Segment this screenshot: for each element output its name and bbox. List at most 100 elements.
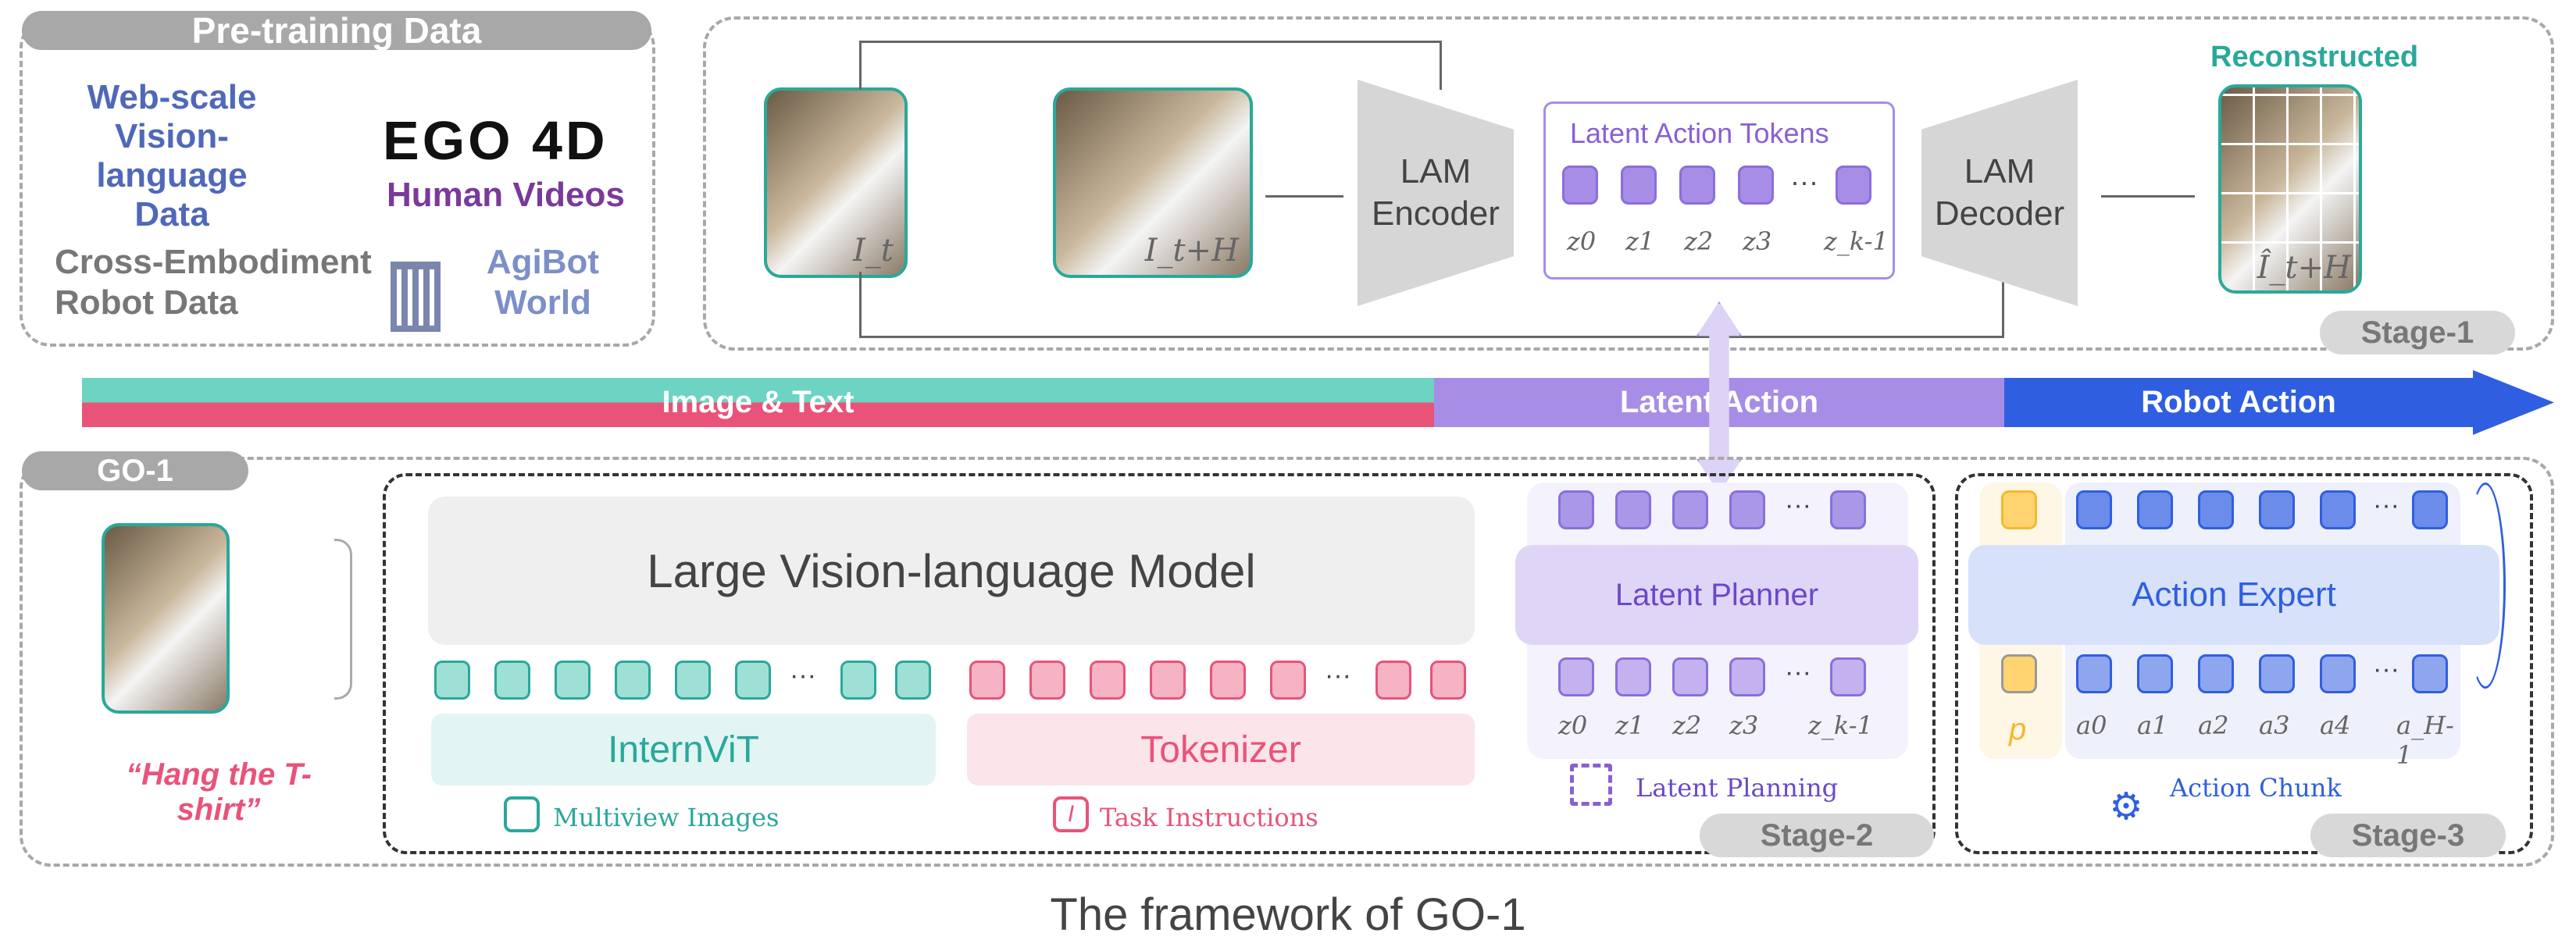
z-label: z1 bbox=[1625, 226, 1655, 256]
ellipsis: ··· bbox=[1325, 661, 1351, 690]
action-token bbox=[2076, 654, 2112, 693]
image-token bbox=[615, 661, 651, 700]
go1-box bbox=[20, 457, 2554, 867]
action-chunk-label: Action Chunk bbox=[2170, 773, 2342, 803]
ellipsis: ··· bbox=[790, 661, 816, 690]
a-label: a_H-1 bbox=[2396, 711, 2454, 770]
stage1-badge: Stage-1 bbox=[2320, 311, 2515, 354]
robot-action-bar: Robot Action bbox=[2004, 378, 2473, 427]
colosseum-icon bbox=[391, 262, 441, 332]
tokenizer-block: Tokenizer bbox=[967, 714, 1475, 785]
latent-token bbox=[1738, 166, 1774, 205]
z-label: z_k-1 bbox=[1824, 226, 1889, 256]
stage3-badge: Stage-3 bbox=[2310, 814, 2506, 857]
text-token bbox=[1210, 661, 1246, 700]
web-data-label: Web-scale Vision-language Data bbox=[87, 78, 257, 233]
z-label: z0 bbox=[1567, 226, 1597, 256]
latent-planner-z-labels: z0 z1 z2 z3 z_k-1 bbox=[1558, 711, 1886, 750]
p-label: p bbox=[2009, 712, 2027, 746]
proprio-token-out bbox=[2001, 490, 2037, 529]
latent-token bbox=[1558, 490, 1594, 529]
image-token bbox=[434, 661, 470, 700]
proprio-token-in bbox=[2001, 654, 2037, 693]
a-label: a4 bbox=[2320, 711, 2351, 740]
stage2-box bbox=[383, 473, 1936, 854]
a-label: a2 bbox=[2198, 711, 2229, 740]
latent-token bbox=[1562, 166, 1598, 205]
stage3-box bbox=[1955, 473, 2533, 854]
arrow-to-reconstruction bbox=[2101, 195, 2195, 198]
frame-tH-image: I_t+H bbox=[1053, 87, 1253, 278]
instruction-text: “Hang the T-shirt” bbox=[126, 757, 312, 827]
ego4d-logo: EGO 4D bbox=[383, 110, 608, 171]
action-token bbox=[2412, 490, 2448, 529]
text-token bbox=[1375, 661, 1411, 700]
latent-token bbox=[1729, 657, 1765, 696]
ellipsis: ··· bbox=[2373, 490, 2399, 520]
z-label: z3 bbox=[1729, 711, 1759, 740]
latent-planner-input-tokens: ··· bbox=[1558, 657, 1871, 704]
latent-action-tokens-title: Latent Action Tokens bbox=[1570, 117, 1829, 149]
robot-arm-icon: ⚙ bbox=[2109, 786, 2143, 828]
figure-caption: The framework of GO-1 bbox=[1050, 889, 1526, 940]
image-token bbox=[895, 661, 931, 700]
z-label: z0 bbox=[1558, 711, 1588, 740]
latent-token bbox=[1672, 490, 1708, 529]
a-label: a1 bbox=[2137, 711, 2168, 740]
ellipsis: ··· bbox=[2373, 654, 2399, 684]
latent-token bbox=[1558, 657, 1594, 696]
z-label: z1 bbox=[1615, 711, 1645, 740]
latent-planner-output-tokens: ··· bbox=[1558, 490, 1871, 537]
z-label: z2 bbox=[1684, 226, 1714, 256]
latent-token bbox=[1836, 166, 1871, 205]
z-label: z2 bbox=[1672, 711, 1702, 740]
action-token bbox=[2259, 654, 2295, 693]
cross-embodiment-label: Cross-Embodiment Robot Data bbox=[55, 243, 372, 322]
ellipsis: ··· bbox=[1790, 166, 1818, 198]
action-token bbox=[2412, 654, 2448, 693]
ellipsis: ··· bbox=[1785, 490, 1811, 520]
reconstructed-frame: Î_t+H bbox=[2218, 84, 2362, 294]
image-text-bar: Image & Text bbox=[82, 378, 1434, 427]
text-token bbox=[1430, 661, 1466, 700]
action-token bbox=[2320, 654, 2356, 693]
text-token bbox=[969, 661, 1005, 700]
image-token bbox=[555, 661, 590, 700]
latent-token bbox=[1830, 657, 1866, 696]
latent-planner-block: Latent Planner bbox=[1515, 545, 1918, 645]
action-token bbox=[2320, 490, 2356, 529]
text-cursor-icon: I bbox=[1053, 796, 1089, 832]
text-token bbox=[1029, 661, 1065, 700]
action-input-tokens: ··· bbox=[2068, 654, 2459, 701]
image-token bbox=[735, 661, 771, 700]
robot-action-label: Robot Action bbox=[2141, 385, 2336, 419]
input-brace bbox=[334, 539, 352, 700]
z-label: z3 bbox=[1743, 226, 1772, 256]
go1-title: GO-1 bbox=[22, 451, 248, 490]
action-token bbox=[2198, 490, 2234, 529]
reconstructed-label: Reconstructed bbox=[2210, 41, 2419, 73]
action-token bbox=[2198, 654, 2234, 693]
z-label: z_k-1 bbox=[1808, 711, 1873, 740]
image-text-label: Image & Text bbox=[662, 385, 855, 419]
latent-token bbox=[1615, 657, 1651, 696]
vlm-block: Large Vision-language Model bbox=[428, 497, 1475, 645]
action-output-tokens: ··· bbox=[2068, 490, 2459, 537]
text-token bbox=[1150, 661, 1186, 700]
text-token bbox=[1270, 661, 1306, 700]
action-token bbox=[2259, 490, 2295, 529]
input-observation-image bbox=[102, 523, 230, 714]
action-token bbox=[2137, 490, 2173, 529]
image-token bbox=[840, 661, 876, 700]
latent-token bbox=[1830, 490, 1866, 529]
image-icon bbox=[504, 796, 540, 832]
multiview-images-label: Multiview Images bbox=[553, 803, 780, 832]
focus-icon bbox=[1570, 764, 1612, 806]
stage1-token-row: ··· bbox=[1562, 166, 1875, 212]
agibot-world-label: AgiBot World bbox=[486, 243, 600, 322]
action-a-labels: a0 a1 a2 a3 a4 a_H-1 bbox=[2068, 711, 2459, 770]
latent-token bbox=[1615, 490, 1651, 529]
a-label: a3 bbox=[2259, 711, 2290, 740]
skip-line-bottom bbox=[859, 272, 2004, 338]
